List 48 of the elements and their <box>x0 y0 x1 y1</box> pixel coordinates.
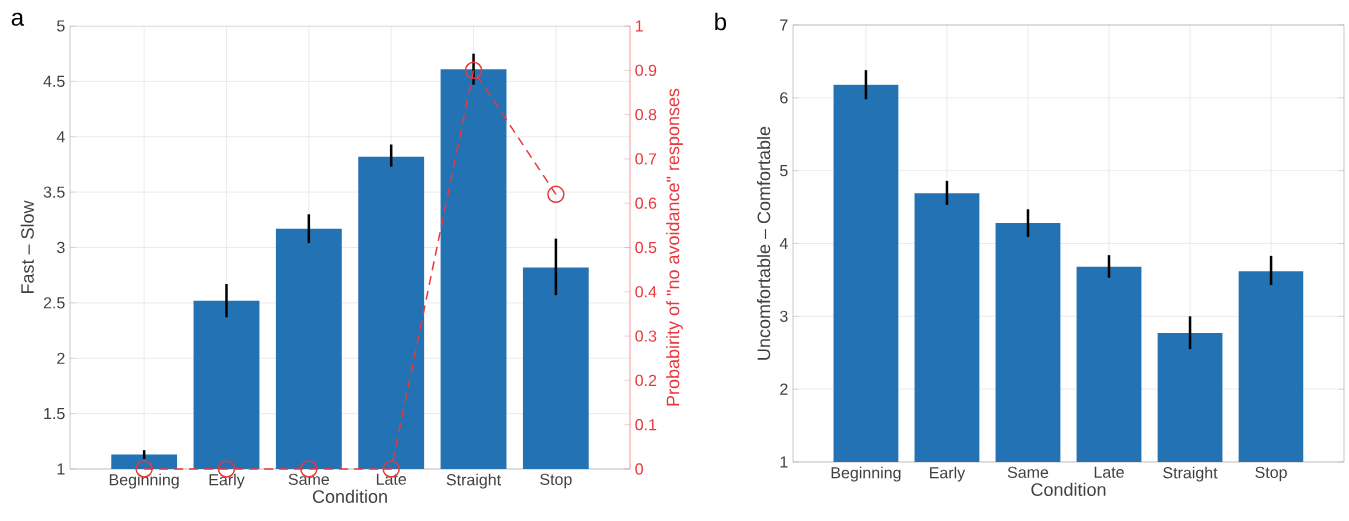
x-tick-label: Stop <box>540 473 572 489</box>
y-axis-title: Fast – Slow <box>20 200 34 294</box>
y2-tick-label: 0.7 <box>635 153 657 165</box>
y-tick-label: 1 <box>57 463 65 475</box>
x-tick-label: Beginning <box>109 473 179 489</box>
chart-title: b <box>715 12 727 31</box>
y-tick-label: 7 <box>780 19 788 31</box>
y-tick-label: 6 <box>780 92 788 104</box>
y2-tick-label: 0.5 <box>635 241 657 254</box>
x-tick-label: Straight <box>446 473 501 489</box>
y2-tick-label: 0.6 <box>635 197 657 209</box>
y2-tick-label: 0.8 <box>635 108 657 121</box>
y-tick-label: 4 <box>779 237 788 249</box>
y-tick-label: 1.5 <box>44 408 65 420</box>
y-tick-label: 5 <box>57 20 65 32</box>
y2-tick-label: 0.3 <box>635 330 657 342</box>
chart-title: a <box>11 12 25 26</box>
x-tick-label: Same <box>288 473 330 486</box>
y-axis-title: Uncomfortable – Comfortable <box>757 126 771 360</box>
y-tick-label: 5 <box>780 165 788 177</box>
x-tick-label: Straight <box>1163 466 1218 482</box>
x-axis-title: Condition <box>312 489 387 503</box>
y2-tick-label: 0 <box>635 463 643 475</box>
y2-tick-label: 1 <box>635 20 643 32</box>
y-tick-label: 4.5 <box>43 75 65 87</box>
y-tick-label: 2.5 <box>43 297 65 309</box>
y2-axis-title: Probabirity of "no avoidance" responses <box>666 88 683 406</box>
y-tick-label: 3 <box>780 310 788 322</box>
x-tick-label: Early <box>930 466 966 482</box>
y-tick-label: 2 <box>780 383 788 395</box>
point <box>464 61 483 80</box>
y2-tick-label: 0.2 <box>635 374 657 387</box>
y2-tick-label: 0.4 <box>635 286 657 298</box>
x-tick-label: Late <box>376 473 407 485</box>
y-tick-label: 1 <box>780 456 788 468</box>
x-tick-label: Stop <box>1255 466 1287 482</box>
y2-tick-label: 0.1 <box>635 419 657 431</box>
y-tick-label: 3.5 <box>43 186 65 198</box>
x-tick-label: Beginning <box>831 466 901 482</box>
x-tick-label: Late <box>1094 466 1124 478</box>
y-tick-label: 2 <box>57 352 65 364</box>
x-axis-title: Condition <box>1031 482 1106 496</box>
x-tick-label: Early <box>209 473 245 489</box>
y2-tick-label: 0.9 <box>635 64 657 76</box>
y-tick-label: 4 <box>56 131 65 143</box>
x-tick-label: Same <box>1007 466 1049 479</box>
y-tick-label: 3 <box>57 241 65 254</box>
point <box>547 185 565 204</box>
